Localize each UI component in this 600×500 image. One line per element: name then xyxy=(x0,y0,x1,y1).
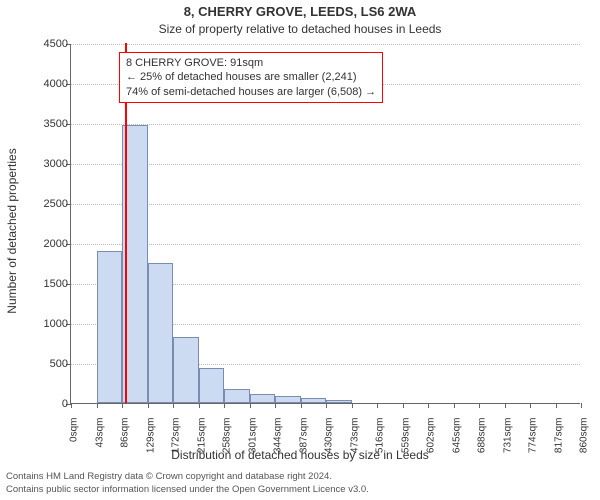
y-tick-label: 2500 xyxy=(0,198,68,210)
histogram-bar xyxy=(199,368,225,403)
x-tick-mark xyxy=(428,403,429,408)
y-tick-label: 1500 xyxy=(0,278,68,290)
x-tick-mark xyxy=(556,403,557,408)
x-tick-mark xyxy=(250,403,251,408)
x-tick-mark xyxy=(199,403,200,408)
gridline xyxy=(71,44,580,45)
histogram-bar xyxy=(326,400,352,403)
annotation-line: ← 25% of detached houses are smaller (2,… xyxy=(126,70,376,84)
chart-title: 8, CHERRY GROVE, LEEDS, LS6 2WA xyxy=(0,4,600,19)
x-tick-mark xyxy=(530,403,531,408)
footer-line-2: Contains public sector information licen… xyxy=(6,484,369,496)
histogram-bar xyxy=(173,337,199,403)
x-tick-mark xyxy=(71,403,72,408)
y-tick-label: 500 xyxy=(0,358,68,370)
x-tick-mark xyxy=(224,403,225,408)
histogram-bar xyxy=(275,396,301,403)
x-tick-mark xyxy=(505,403,506,408)
x-tick-mark xyxy=(97,403,98,408)
annotation-box: 8 CHERRY GROVE: 91sqm← 25% of detached h… xyxy=(119,52,383,103)
y-tick-label: 1000 xyxy=(0,318,68,330)
chart-container: 8, CHERRY GROVE, LEEDS, LS6 2WA Size of … xyxy=(0,0,600,500)
x-axis-label: Distribution of detached houses by size … xyxy=(0,448,600,462)
x-tick-mark xyxy=(148,403,149,408)
plot-area: 8 CHERRY GROVE: 91sqm← 25% of detached h… xyxy=(70,44,580,404)
footer-line-1: Contains HM Land Registry data © Crown c… xyxy=(6,471,369,483)
histogram-bar xyxy=(224,389,250,403)
x-tick-mark xyxy=(479,403,480,408)
x-tick-mark xyxy=(403,403,404,408)
y-tick-label: 3000 xyxy=(0,158,68,170)
y-tick-label: 0 xyxy=(0,398,68,410)
y-tick-label: 3500 xyxy=(0,118,68,130)
x-tick-label: 86sqm xyxy=(120,418,131,448)
histogram-bar xyxy=(97,251,123,403)
chart-subtitle: Size of property relative to detached ho… xyxy=(0,22,600,36)
x-tick-mark xyxy=(122,403,123,408)
x-tick-label: 0sqm xyxy=(69,418,80,442)
footer-attribution: Contains HM Land Registry data © Crown c… xyxy=(6,471,369,496)
x-tick-mark xyxy=(275,403,276,408)
annotation-line: 74% of semi-detached houses are larger (… xyxy=(126,85,376,99)
x-tick-mark xyxy=(352,403,353,408)
x-tick-mark xyxy=(301,403,302,408)
x-tick-mark xyxy=(581,403,582,408)
x-tick-mark xyxy=(377,403,378,408)
annotation-line: 8 CHERRY GROVE: 91sqm xyxy=(126,56,376,70)
histogram-bar xyxy=(148,263,174,403)
y-tick-label: 4500 xyxy=(0,38,68,50)
histogram-bar xyxy=(301,398,327,403)
y-tick-label: 2000 xyxy=(0,238,68,250)
x-tick-label: 43sqm xyxy=(94,418,105,448)
x-tick-mark xyxy=(173,403,174,408)
x-tick-mark xyxy=(326,403,327,408)
histogram-bar xyxy=(250,394,276,403)
x-tick-mark xyxy=(454,403,455,408)
y-tick-label: 4000 xyxy=(0,78,68,90)
